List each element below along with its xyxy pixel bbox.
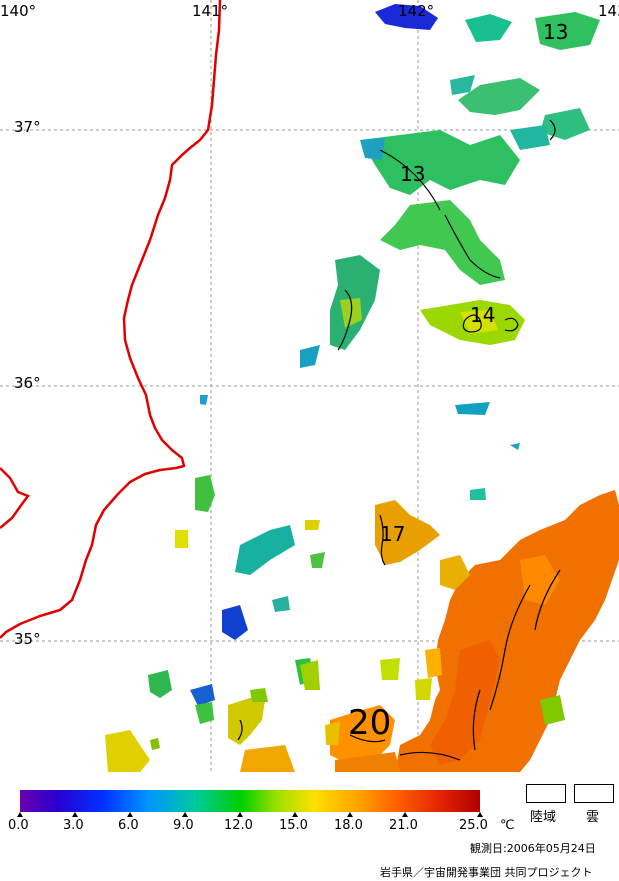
scale-tick	[72, 812, 78, 817]
scale-tick	[402, 812, 408, 817]
land-swatch	[526, 784, 566, 803]
longitude-label-142: 142°	[398, 2, 435, 20]
scale-tick	[347, 812, 353, 817]
latitude-label-36: 36°	[14, 374, 41, 392]
graticule	[0, 0, 619, 772]
coastline	[0, 0, 222, 639]
scale-tick	[182, 812, 188, 817]
scale-tick	[17, 812, 23, 817]
contour-label: 13	[400, 162, 426, 186]
latitude-label-37: 37°	[14, 118, 41, 136]
observation-date: 観測日:2006年05月24日	[470, 842, 596, 855]
scale-label: 12.0	[224, 818, 253, 833]
scale-tick	[292, 812, 298, 817]
contour-label: 20	[348, 703, 392, 743]
scale-label: 9.0	[173, 818, 194, 833]
isotherms	[237, 119, 561, 761]
contour-label: 14	[470, 303, 496, 327]
scale-label: 15.0	[279, 818, 308, 833]
scale-label: 3.0	[63, 818, 84, 833]
sea-surface-temperature-map	[0, 0, 619, 772]
scale-tick	[237, 812, 243, 817]
project-credit: 岩手県／宇宙開発事業団 共同プロジェクト	[380, 866, 593, 879]
scale-unit: ℃	[500, 818, 515, 833]
temperature-patches	[105, 4, 619, 772]
island-coast	[0, 467, 30, 529]
scale-label: 0.0	[8, 818, 29, 833]
land-label: 陸域	[530, 810, 557, 825]
cloud-label: 雲	[586, 810, 600, 825]
scale-label: 21.0	[389, 818, 418, 833]
contour-label: 13	[543, 20, 569, 44]
longitude-label-143: 143	[598, 2, 619, 20]
contour-label: 17	[380, 522, 406, 546]
scale-tick	[477, 812, 483, 817]
latitude-label-35: 35°	[14, 630, 41, 648]
longitude-label-141: 141°	[192, 2, 229, 20]
scale-label: 6.0	[118, 818, 139, 833]
scale-tick	[127, 812, 133, 817]
cloud-swatch	[574, 784, 614, 803]
temperature-color-scale	[20, 790, 480, 812]
longitude-label-140: 140°	[0, 2, 37, 20]
scale-label: 18.0	[334, 818, 363, 833]
scale-label: 25.0	[459, 818, 488, 833]
